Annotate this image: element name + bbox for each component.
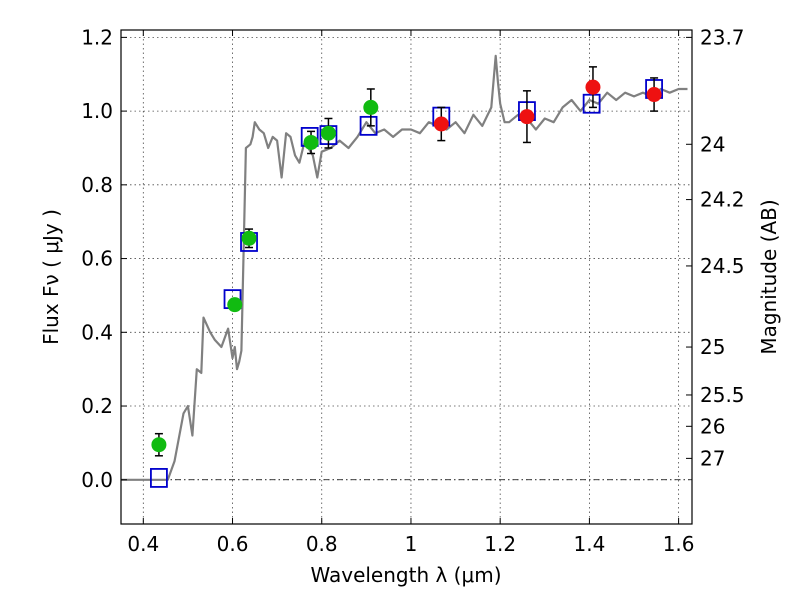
green-data-point (303, 134, 319, 150)
green-data-point (363, 99, 379, 115)
right-tick-label: 24 (700, 132, 725, 156)
x-tick-label: 0.8 (306, 532, 338, 556)
x-tick-label: 1.6 (663, 532, 695, 556)
x-axis-label: Wavelength λ (μm) (310, 563, 501, 587)
right-tick-label: 24.2 (700, 188, 745, 212)
error-bar-layer (154, 66, 659, 457)
green-data-point (320, 125, 336, 141)
model-photometry-square (150, 468, 168, 488)
model-photometry-layer (150, 79, 663, 488)
y-tick-label: 0.8 (81, 173, 113, 197)
observed-points-layer (151, 79, 662, 453)
x-tick-label: 1 (405, 532, 418, 556)
red-data-point (519, 109, 535, 125)
x-tick-label: 1.4 (573, 532, 605, 556)
red-data-point (433, 116, 449, 132)
y-tick-label: 1.2 (81, 25, 113, 49)
model-photometry-square (582, 93, 601, 114)
plot-frame (120, 29, 693, 525)
right-tick-label: 26 (700, 414, 725, 438)
green-data-point (227, 297, 243, 313)
red-data-point (585, 79, 601, 95)
model-spectrum-line (121, 54, 688, 481)
right-tick-label: 25 (700, 335, 725, 359)
grid-layer (121, 30, 692, 524)
right-tick-label: 23.7 (700, 25, 745, 49)
y-tick-label: 0.6 (81, 247, 113, 271)
x-tick-labels: 0.4 0.6 0.8 1 1.2 1.4 1.6 (127, 532, 694, 556)
x-tick-label: 1.2 (484, 532, 516, 556)
y-tick-label: 0.0 (81, 468, 113, 492)
green-data-point (151, 437, 167, 453)
right-tick-label: 25.5 (700, 383, 745, 407)
y-axis-label: Flux Fν ( μJy ) (39, 209, 63, 345)
red-data-point (646, 87, 662, 103)
y-tick-label: 0.2 (81, 394, 113, 418)
model-spectrum-layer (121, 54, 688, 481)
y-tick-label: 0.4 (81, 320, 113, 344)
right-tick-label: 27 (700, 446, 725, 470)
x-tick-label: 0.6 (217, 532, 249, 556)
x-tick-label: 0.4 (127, 532, 159, 556)
green-data-point (241, 230, 257, 246)
y-tick-label: 1.0 (81, 99, 113, 123)
model-photometry-square (359, 115, 378, 136)
right-tick-label: 24.5 (700, 254, 745, 278)
tick-layer (121, 30, 692, 524)
right-axis-label: Magnitude (AB) (757, 199, 781, 354)
y-tick-labels: 0.0 0.2 0.4 0.6 0.8 1.0 1.2 (81, 25, 113, 491)
right-tick-labels: 23.7 24 24.2 24.5 25 25.5 26 27 (700, 25, 745, 470)
